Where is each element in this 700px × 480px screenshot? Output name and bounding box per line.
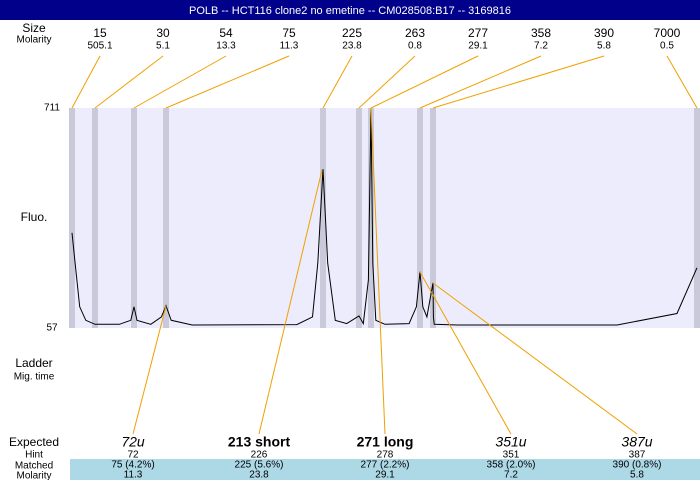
leader-line — [94, 55, 164, 109]
leader-line — [432, 55, 605, 109]
size-label: Size — [22, 21, 46, 35]
ladder-size: 358 — [531, 26, 551, 40]
molarity: 5.8 — [630, 470, 644, 480]
matched: 358 (2.0%) — [487, 460, 536, 471]
ladder-molarity: 5.8 — [597, 41, 611, 52]
hint: 278 — [377, 450, 394, 461]
ladder-band — [163, 108, 169, 328]
hint: 72 — [127, 450, 139, 461]
ladder-band — [92, 108, 98, 328]
ladder-molarity: 13.3 — [216, 41, 236, 52]
ladder-size: 7000 — [654, 26, 681, 40]
y-tick-label: 711 — [44, 103, 60, 114]
ladder-molarity: 29.1 — [468, 41, 488, 52]
migtime-label: Mig. time — [14, 372, 55, 383]
ladder-size: 263 — [405, 26, 425, 40]
leader-line — [71, 55, 101, 109]
matched: 225 (5.6%) — [235, 460, 284, 471]
ladder-molarity: 11.3 — [280, 41, 299, 52]
sample-leader — [419, 271, 512, 435]
expected: 271 long — [357, 434, 414, 450]
leader-line — [165, 55, 290, 109]
ladder-label: Ladder — [15, 356, 52, 370]
ladder-band — [430, 108, 436, 328]
ladder-molarity: 505.1 — [87, 41, 112, 52]
ladder-size: 75 — [282, 26, 296, 40]
expected-label: Expected — [9, 435, 59, 449]
expected: 72u — [121, 434, 145, 450]
plot-area — [70, 108, 700, 328]
matched: 277 (2.2%) — [361, 460, 410, 471]
sample-leader — [370, 107, 386, 435]
ladder-size: 225 — [342, 26, 362, 40]
matched-row-bg — [70, 459, 700, 480]
y-axis-label: Fluo. — [21, 210, 48, 224]
leader-line — [133, 55, 227, 109]
ladder-band — [417, 108, 423, 328]
expected: 351u — [495, 434, 526, 450]
leader-line — [358, 55, 416, 109]
ladder-band — [356, 108, 362, 328]
sample-leader — [132, 305, 167, 435]
title-bar — [0, 0, 700, 20]
ladder-molarity: 0.8 — [408, 41, 422, 52]
ladder-size: 277 — [468, 26, 488, 40]
molarity: 11.3 — [124, 470, 143, 480]
leader-line — [370, 55, 479, 109]
ladder-band — [694, 108, 700, 328]
molarity: 7.2 — [504, 470, 518, 480]
expected: 213 short — [228, 434, 291, 450]
hint: 387 — [629, 450, 646, 461]
sample-leader — [432, 282, 638, 435]
leader-line — [419, 55, 542, 109]
ladder-size: 390 — [594, 26, 614, 40]
matched: 390 (0.8%) — [613, 460, 662, 471]
molarity: 23.8 — [249, 470, 269, 480]
leader-line — [666, 55, 698, 109]
y-tick-label: 57 — [46, 323, 58, 334]
ladder-size: 54 — [219, 26, 233, 40]
molarity-row-label: Molarity — [16, 471, 51, 480]
hint: 351 — [503, 450, 520, 461]
ladder-band — [368, 108, 374, 328]
ladder-band — [69, 108, 75, 328]
hint: 226 — [251, 450, 268, 461]
matched: 75 (4.2%) — [111, 460, 154, 471]
leader-line — [322, 55, 353, 109]
ladder-size: 30 — [156, 26, 170, 40]
molarity-label: Molarity — [16, 35, 51, 46]
trace — [71, 107, 698, 326]
ladder-molarity: 7.2 — [534, 41, 548, 52]
ladder-size: 15 — [93, 26, 107, 40]
ladder-molarity: 0.5 — [660, 41, 674, 52]
ladder-molarity: 23.8 — [342, 41, 362, 52]
sample-leader — [258, 169, 323, 435]
matched-label: Matched — [15, 461, 53, 472]
ladder-band — [320, 108, 326, 328]
title: POLB -- HCT116 clone2 no emetine -- CM02… — [189, 5, 511, 17]
ladder-band — [131, 108, 137, 328]
molarity: 29.1 — [375, 470, 395, 480]
expected: 387u — [621, 434, 652, 450]
hint-label: Hint — [25, 450, 43, 461]
ladder-molarity: 5.1 — [156, 41, 170, 52]
